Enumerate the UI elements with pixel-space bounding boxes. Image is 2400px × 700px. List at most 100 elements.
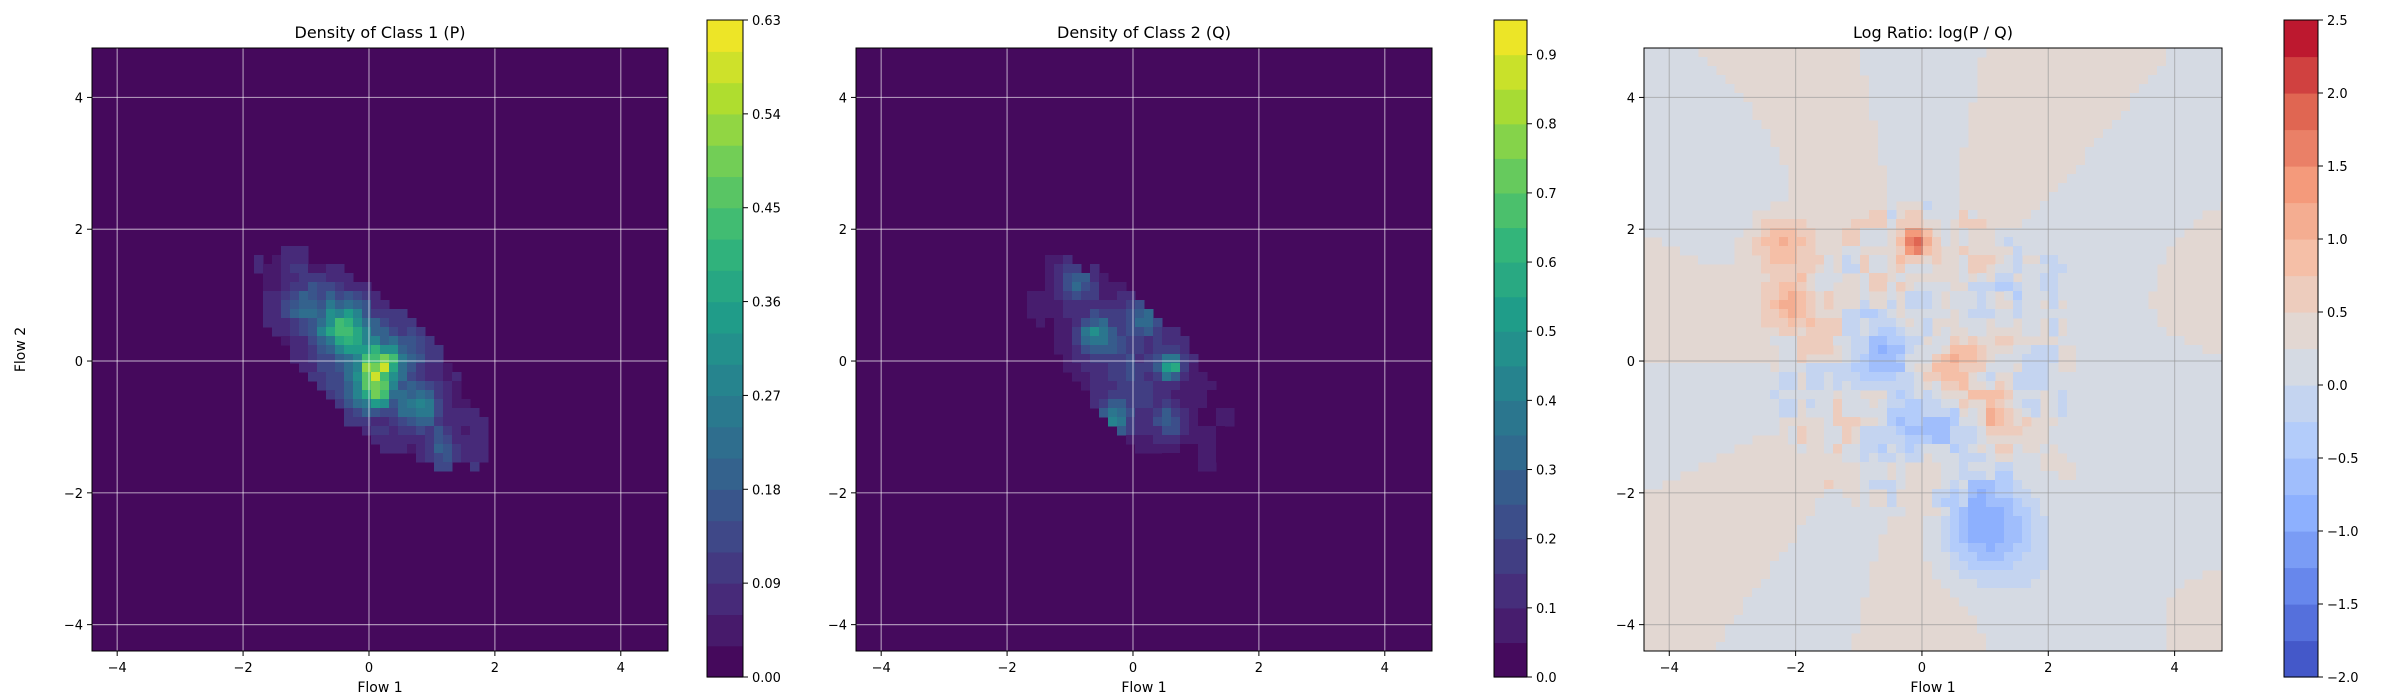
heatmap-cell [2166,507,2176,517]
heatmap-cell [1887,156,1897,166]
heatmap-cell [317,354,327,364]
heatmap-cell [2094,516,2104,526]
heatmap-cell [335,390,345,400]
heatmap-cell [1914,48,1924,58]
heatmap-cell [1779,246,1789,256]
heatmap-cell [308,309,318,319]
heatmap-cell [2184,516,2194,526]
heatmap-cell [1734,156,1744,166]
heatmap-cell [2094,147,2104,157]
heatmap-cell [2058,489,2068,499]
heatmap-cell [2103,147,2113,157]
heatmap-cell [1878,525,1888,535]
heatmap-cell [1680,138,1690,148]
heatmap-cell [1887,372,1897,382]
heatmap-cell [344,408,354,418]
heatmap-cell [1126,408,1136,418]
heatmap-cell [2112,597,2122,607]
heatmap-cell [1081,282,1091,292]
heatmap-cell [1752,633,1762,643]
heatmap-cell [1171,426,1181,436]
heatmap-cell [344,318,354,328]
heatmap-cell [1815,381,1825,391]
heatmap-cell [2202,174,2212,184]
heatmap-cell [281,327,291,337]
heatmap-cell [2112,201,2122,211]
heatmap-cell [1896,120,1906,130]
heatmap-cell [2130,570,2140,580]
heatmap-cell [2112,327,2122,337]
heatmap-cell [1806,588,1816,598]
heatmap-cell [1842,570,1852,580]
heatmap-cell [2211,129,2221,139]
heatmap-cell [1761,588,1771,598]
heatmap-cell [2193,111,2203,121]
heatmap-cell [2130,534,2140,544]
heatmap-cell [2121,525,2131,535]
heatmap-cell [1824,390,1834,400]
heatmap-cell [1135,354,1145,364]
heatmap-cell [2220,183,2222,193]
heatmap-cell [2220,66,2222,76]
heatmap-cell [2085,399,2095,409]
heatmap-cell [1054,282,1064,292]
heatmap-cell [2157,237,2167,247]
heatmap-cell [1941,165,1951,175]
heatmap-cell [1950,192,1960,202]
heatmap-cell [1153,435,1163,445]
heatmap-cell [299,336,309,346]
heatmap-cell [2130,174,2140,184]
heatmap-cell [2022,597,2032,607]
heatmap-cell [2094,309,2104,319]
heatmap-cell [1045,264,1055,274]
heatmap-cell [1959,498,1969,508]
heatmap-cell [2040,525,2050,535]
heatmap-cell [1923,165,1933,175]
heatmap-cell [1860,444,1870,454]
heatmap-cell [1959,480,1969,490]
heatmap-cell [2211,435,2221,445]
heatmap-cell [1950,408,1960,418]
heatmap-cell [1653,480,1663,490]
heatmap-cell [326,309,336,319]
heatmap-cell [1959,255,1969,265]
heatmap-cell [2103,444,2113,454]
heatmap-cell [2175,552,2185,562]
heatmap-cell [470,462,480,472]
heatmap-cell [1752,615,1762,625]
heatmap-cell [2139,507,2149,517]
heatmap-cell [1180,417,1190,427]
heatmap-cell [1833,642,1843,651]
heatmap-cell [1878,480,1888,490]
heatmap-cell [1860,318,1870,328]
heatmap-cell [2175,399,2185,409]
heatmap-cell [2157,183,2167,193]
heatmap-cell [1986,453,1996,463]
heatmap-cell [2166,156,2176,166]
heatmap-cell [1126,354,1136,364]
heatmap-cell [2022,534,2032,544]
heatmap-cell [1995,381,2005,391]
heatmap-cell [1932,390,1942,400]
heatmap-cell [1941,354,1951,364]
heatmap-cell [1842,642,1852,651]
heatmap-cell [1878,75,1888,85]
heatmap-cell [1153,318,1163,328]
heatmap-cell [1806,552,1816,562]
heatmap-cell [1779,363,1789,373]
heatmap-cell [2157,498,2167,508]
heatmap-field [1644,48,2222,651]
heatmap-cell [2103,174,2113,184]
heatmap-cell [1950,291,1960,301]
heatmap-cell [2103,318,2113,328]
heatmap-cell [290,336,300,346]
heatmap-cell [1698,174,1708,184]
heatmap-cell [2076,480,2086,490]
heatmap-cell [2031,273,2041,283]
heatmap-cell [2067,390,2077,400]
heatmap-cell [1189,462,1199,472]
colorbar-tick-label: 0.8 [1536,118,1557,133]
heatmap-cell [1770,228,1780,238]
heatmap-cell [1905,444,1915,454]
heatmap-cell [1869,210,1879,220]
